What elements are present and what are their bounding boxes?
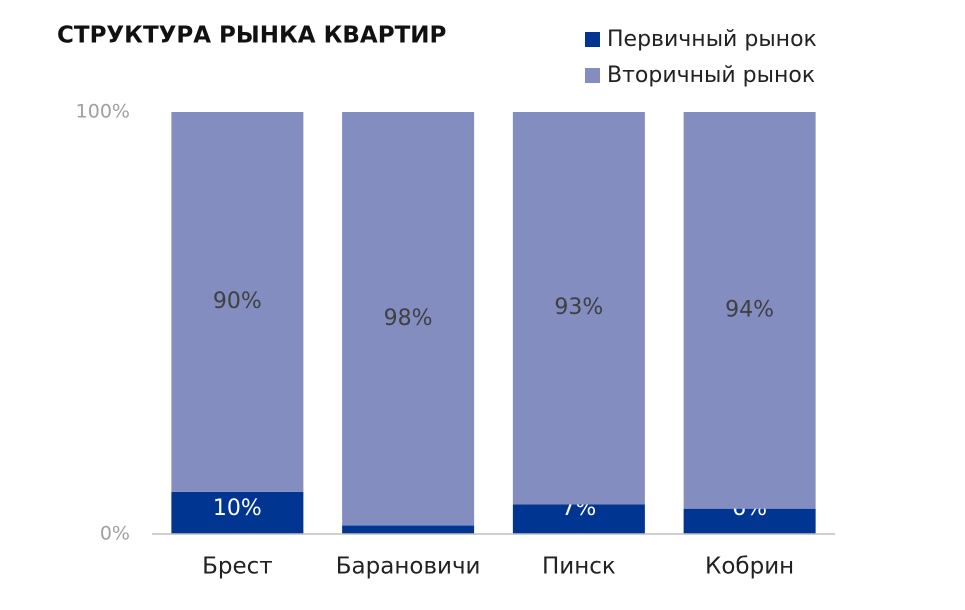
x-tick-label: Пинск xyxy=(542,554,616,580)
legend-swatch xyxy=(585,68,600,83)
bar-segment xyxy=(683,508,816,534)
y-tick-label: 100% xyxy=(76,101,130,123)
chart-title: СТРУКТУРА РЫНКА КВАРТИР xyxy=(57,23,446,49)
value-label: 98% xyxy=(384,306,433,331)
value-label: 94% xyxy=(725,297,774,322)
bar-segment xyxy=(342,525,475,534)
legend-swatch xyxy=(585,32,600,47)
bar-segment xyxy=(171,112,304,492)
bar-segment xyxy=(683,112,816,509)
value-label: 93% xyxy=(554,295,603,320)
bar-segment xyxy=(171,491,304,534)
x-tick-label: Брест xyxy=(202,554,273,580)
value-label: 10% xyxy=(213,496,262,521)
bar-segment xyxy=(512,504,645,534)
x-tick-label: Барановичи xyxy=(336,554,481,580)
legend-label: Вторичный рынок xyxy=(607,63,815,88)
legend-label: Первичный рынок xyxy=(607,27,817,52)
x-tick-label: Кобрин xyxy=(705,554,794,580)
y-tick-label: 0% xyxy=(100,523,130,545)
value-label: 90% xyxy=(213,289,262,314)
bar-segment xyxy=(512,112,645,505)
bar-segment xyxy=(342,112,475,526)
